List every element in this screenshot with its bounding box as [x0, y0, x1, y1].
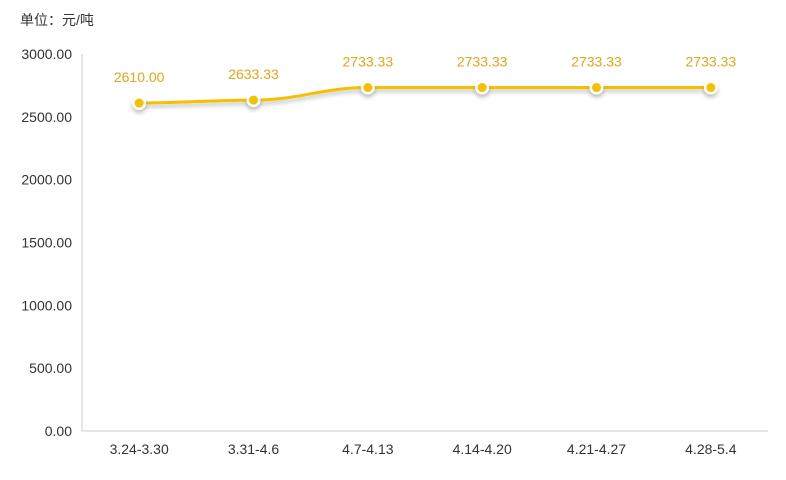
data-label: 2733.33	[343, 54, 394, 70]
data-points	[132, 80, 718, 111]
data-label: 2633.33	[228, 66, 279, 82]
data-point	[477, 83, 487, 93]
data-point	[363, 83, 373, 93]
data-label: 2733.33	[571, 54, 622, 70]
series-line	[139, 86, 711, 105]
data-point	[592, 83, 601, 93]
x-tick-label: 3.24-3.30	[110, 441, 169, 457]
data-point	[706, 83, 716, 93]
x-tick-label: 4.14-4.20	[453, 441, 512, 457]
y-tick-label: 1500.00	[21, 235, 72, 251]
data-label: 2733.33	[686, 54, 737, 70]
data-label: 2733.33	[457, 54, 508, 70]
y-tick-label: 0.00	[45, 423, 72, 439]
y-tick-label: 1000.00	[21, 297, 72, 313]
data-point	[249, 95, 258, 105]
x-tick-label: 4.7-4.13	[342, 441, 394, 457]
x-tick-label: 3.31-4.6	[228, 441, 280, 457]
data-label: 2610.00	[114, 69, 165, 85]
y-tick-label: 2500.00	[21, 109, 72, 125]
series-line-layer	[139, 86, 711, 105]
unit-label: 单位：元/吨	[20, 12, 94, 28]
data-labels: 2610.00 2633.33 2733.33 2733.33 2733.33 2733.…	[114, 54, 736, 85]
axes: 0.00 500.00 1000.00 1500.00 2000.00 2500.00 30…	[21, 46, 768, 457]
x-tick-label: 4.21-4.27	[567, 441, 626, 457]
data-point	[134, 98, 144, 108]
y-tick-label: 3000.00	[21, 46, 72, 62]
y-tick-label: 500.00	[29, 360, 72, 376]
x-tick-label: 4.28-5.4	[685, 441, 737, 457]
y-tick-label: 2000.00	[21, 172, 72, 188]
